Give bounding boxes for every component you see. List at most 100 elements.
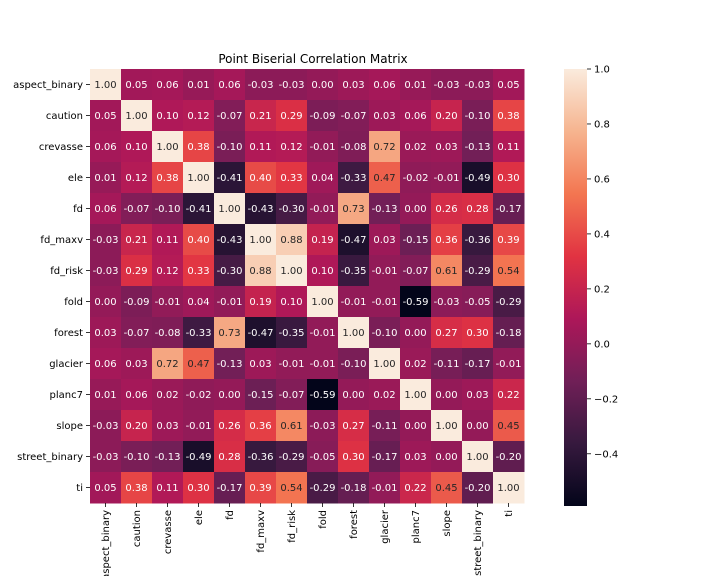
heatmap-cell xyxy=(121,224,153,256)
cell-value-label: 1.00 xyxy=(435,421,457,432)
x-tick-label: slope xyxy=(442,510,453,537)
cell-value-label: -0.07 xyxy=(217,111,243,122)
cell-value-label: 0.06 xyxy=(156,80,178,91)
cell-value-label: 0.73 xyxy=(342,204,364,215)
cell-value-label: 0.22 xyxy=(404,483,426,494)
heatmap-cell xyxy=(462,441,494,473)
x-tick-label: ele xyxy=(194,510,205,525)
y-tick-label: forest xyxy=(54,328,83,339)
cell-value-label: 1.00 xyxy=(187,173,209,184)
heatmap-cell xyxy=(183,348,215,380)
heatmap-cell xyxy=(462,410,494,442)
cell-value-label: 0.30 xyxy=(466,328,488,339)
heatmap-cell xyxy=(245,472,277,504)
y-tick-label: street_binary xyxy=(17,452,83,463)
heatmap-cell xyxy=(369,472,401,504)
cell-value-label: -0.10 xyxy=(217,142,243,153)
cell-value-label: -0.10 xyxy=(341,359,367,370)
cell-value-label: 0.00 xyxy=(404,421,426,432)
cell-value-label: 0.10 xyxy=(280,297,302,308)
cell-value-label: 0.05 xyxy=(125,80,147,91)
cell-value-label: -0.29 xyxy=(279,452,305,463)
cell-value-label: 0.03 xyxy=(125,359,147,370)
heatmap-cell xyxy=(276,69,308,101)
heatmap-cell xyxy=(338,193,370,225)
cell-value-label: 0.38 xyxy=(187,142,209,153)
cell-value-label: -0.01 xyxy=(186,421,212,432)
cell-value-label: -0.01 xyxy=(310,359,336,370)
cell-value-label: 0.11 xyxy=(156,235,178,246)
cell-value-label: -0.47 xyxy=(341,235,367,246)
heatmap-cell xyxy=(183,441,215,473)
heatmap-cell xyxy=(338,379,370,411)
cell-value-label: -0.07 xyxy=(341,111,367,122)
cell-value-label: 0.11 xyxy=(497,142,519,153)
heatmap-cell xyxy=(214,162,246,194)
cell-value-label: -0.03 xyxy=(93,235,119,246)
cell-value-label: 0.88 xyxy=(280,235,302,246)
heatmap-cell xyxy=(369,131,401,163)
heatmap-cell xyxy=(121,379,153,411)
heatmap-cell xyxy=(152,379,184,411)
heatmap-cell xyxy=(493,472,525,504)
cell-value-label: 0.00 xyxy=(466,421,488,432)
heatmap-cell xyxy=(276,162,308,194)
x-tick-label: fd_maxv xyxy=(256,510,267,553)
y-tick-label: fold xyxy=(64,297,83,308)
x-tick-label: fd xyxy=(225,510,236,520)
heatmap-cell xyxy=(245,441,277,473)
heatmap-cell xyxy=(431,410,463,442)
heatmap-cell xyxy=(245,100,277,132)
heatmap-cell xyxy=(462,472,494,504)
cell-value-label: -0.03 xyxy=(434,80,460,91)
heatmap-cell xyxy=(400,100,432,132)
heatmap-cell xyxy=(400,69,432,101)
cell-value-label: -0.49 xyxy=(465,173,491,184)
cell-value-label: -0.03 xyxy=(310,421,336,432)
heatmap-cell xyxy=(431,69,463,101)
cell-value-label: 0.01 xyxy=(187,80,209,91)
colorbar-tick-label: 0.4 xyxy=(594,229,610,240)
cell-value-label: -0.13 xyxy=(155,452,181,463)
cell-value-label: 1.00 xyxy=(218,204,240,215)
heatmap-cell xyxy=(90,472,122,504)
cell-value-label: 1.00 xyxy=(404,390,426,401)
cell-value-label: -0.10 xyxy=(372,328,398,339)
heatmap-cell xyxy=(152,472,184,504)
heatmap-cell xyxy=(493,224,525,256)
cell-value-label: -0.03 xyxy=(465,80,491,91)
cell-value-label: 0.28 xyxy=(218,452,240,463)
heatmap-cell xyxy=(307,348,339,380)
cell-value-label: 0.03 xyxy=(373,111,395,122)
cell-value-label: 0.00 xyxy=(342,390,364,401)
cell-value-label: -0.05 xyxy=(310,452,336,463)
heatmap-cell xyxy=(462,317,494,349)
heatmap-cell xyxy=(431,472,463,504)
heatmap-cell xyxy=(307,441,339,473)
cell-value-label: 0.26 xyxy=(218,421,240,432)
heatmap-cell xyxy=(369,410,401,442)
heatmap-cell xyxy=(90,224,122,256)
cell-value-label: -0.43 xyxy=(248,204,274,215)
chart-title: Point Biserial Correlation Matrix xyxy=(218,52,407,66)
heatmap-cell xyxy=(431,255,463,287)
heatmap-cell xyxy=(245,255,277,287)
colorbar-tick-label: 0.8 xyxy=(594,119,610,130)
cell-value-label: -0.33 xyxy=(341,173,367,184)
cell-value-label: 0.00 xyxy=(311,80,333,91)
heatmap-cell xyxy=(369,69,401,101)
cell-value-label: 0.20 xyxy=(125,421,147,432)
cell-value-label: 0.06 xyxy=(94,204,116,215)
heatmap-cell xyxy=(493,100,525,132)
cell-value-label: -0.36 xyxy=(248,452,274,463)
colorbar-ticks: 1.0 0.8 0.6 0.4 0.2 0.0 −0.2 −0.4 xyxy=(587,65,618,460)
cell-value-label: -0.01 xyxy=(279,359,305,370)
heatmap-cell xyxy=(493,193,525,225)
heatmap-cell xyxy=(245,410,277,442)
cell-value-label: 0.29 xyxy=(280,111,302,122)
heatmap-cell xyxy=(90,193,122,225)
heatmap-cell xyxy=(400,348,432,380)
cell-value-label: -0.10 xyxy=(465,111,491,122)
heatmap-cell xyxy=(121,162,153,194)
cell-value-label: 0.03 xyxy=(435,142,457,153)
